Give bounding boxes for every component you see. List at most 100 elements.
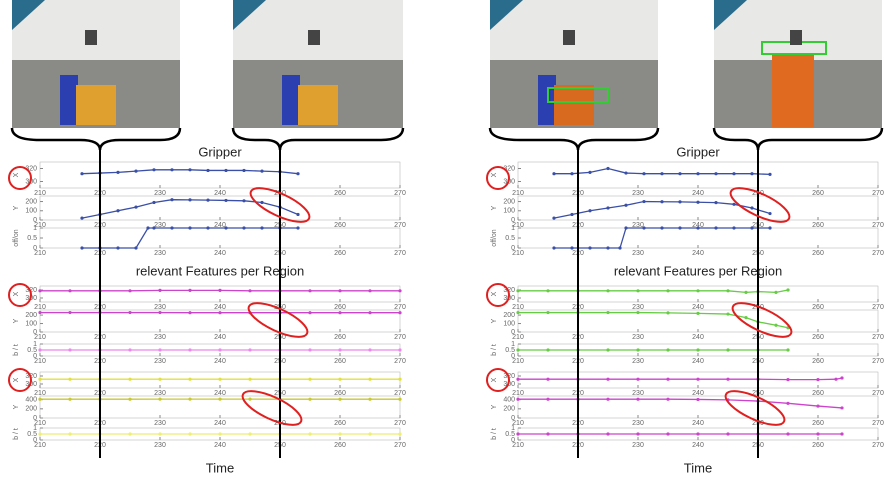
data-point	[696, 378, 699, 381]
data-point	[158, 348, 161, 351]
data-point	[678, 172, 681, 175]
data-point	[188, 432, 191, 435]
data-point	[666, 348, 669, 351]
y-tick-label: 1	[511, 225, 515, 232]
data-point	[206, 199, 209, 202]
data-point	[338, 378, 341, 381]
data-point	[248, 398, 251, 401]
data-point	[338, 398, 341, 401]
data-point	[188, 398, 191, 401]
x-tick-label: 210	[34, 250, 46, 257]
photo	[714, 0, 882, 128]
x-tick-label: 260	[334, 442, 346, 449]
data-point	[398, 348, 401, 351]
data-point	[636, 348, 639, 351]
x-tick-label: 270	[394, 358, 406, 365]
data-point	[128, 378, 131, 381]
data-point	[338, 311, 341, 314]
data-point	[840, 432, 843, 435]
data-point	[80, 172, 83, 175]
y-axis-label: X	[491, 377, 498, 382]
x-tick-label: 240	[692, 420, 704, 427]
data-point	[128, 311, 131, 314]
y-axis-label: Y	[491, 404, 498, 409]
y-axis-label: Y	[13, 404, 20, 409]
gripper-title: Gripper	[198, 144, 242, 159]
x-tick-label: 270	[872, 334, 884, 341]
data-point	[642, 226, 645, 229]
x-tick-label: 270	[394, 334, 406, 341]
data-point	[732, 172, 735, 175]
y-tick-label: 0.5	[27, 347, 37, 354]
data-point	[68, 378, 71, 381]
subplot: 00.51210220230240250260270b / t	[13, 425, 406, 449]
y-axis-label: Y	[13, 205, 20, 210]
x-tick-label: 260	[812, 442, 824, 449]
data-point	[218, 348, 221, 351]
photos	[12, 0, 882, 128]
x-tick-label: 210	[34, 334, 46, 341]
y-tick-label: 200	[25, 406, 37, 413]
subplot: 300320210220230240250260270X	[13, 372, 406, 397]
data-point	[606, 378, 609, 381]
data-point	[158, 311, 161, 314]
data-point	[68, 398, 71, 401]
data-point	[260, 201, 263, 204]
data-point	[224, 199, 227, 202]
data-point	[768, 212, 771, 215]
x-tick-label: 240	[692, 358, 704, 365]
data-point	[398, 311, 401, 314]
y-tick-label: 200	[25, 312, 37, 319]
data-point	[296, 226, 299, 229]
data-point	[188, 378, 191, 381]
subplot: 0200400210220230240250260270Y	[13, 396, 406, 427]
data-point	[606, 432, 609, 435]
data-point	[188, 198, 191, 201]
subplot: 300320210220230240250260270X	[13, 162, 406, 197]
data-point	[546, 311, 549, 314]
data-point	[152, 168, 155, 171]
x-tick-label: 230	[632, 334, 644, 341]
data-point	[744, 316, 747, 319]
data-point	[368, 311, 371, 314]
data-point	[666, 378, 669, 381]
data-point	[732, 203, 735, 206]
data-point	[786, 348, 789, 351]
data-point	[368, 432, 371, 435]
data-point	[38, 378, 41, 381]
data-point	[744, 291, 747, 294]
plot-frame	[518, 196, 878, 220]
data-point	[516, 348, 519, 351]
data-point	[188, 289, 191, 292]
data-point	[618, 246, 621, 249]
x-tick-label: 270	[394, 442, 406, 449]
data-point	[774, 291, 777, 294]
data-point	[516, 432, 519, 435]
data-point	[218, 398, 221, 401]
data-point	[308, 432, 311, 435]
data-point	[338, 432, 341, 435]
x-tick-label: 270	[394, 250, 406, 257]
data-point	[606, 398, 609, 401]
data-point	[732, 226, 735, 229]
data-point	[816, 378, 819, 381]
y-tick-label: 0.5	[505, 431, 515, 438]
data-point	[68, 348, 71, 351]
data-point	[38, 348, 41, 351]
y-axis-label: b / t	[13, 428, 20, 440]
x-tick-label: 210	[512, 250, 524, 257]
data-point	[248, 432, 251, 435]
y-tick-label: 200	[503, 406, 515, 413]
data-point	[152, 201, 155, 204]
data-point	[308, 398, 311, 401]
data-point	[588, 246, 591, 249]
y-tick-label: 1	[33, 425, 37, 432]
data-point	[128, 432, 131, 435]
series-line	[554, 228, 770, 248]
data-point	[606, 167, 609, 170]
data-point	[116, 171, 119, 174]
data-point	[624, 204, 627, 207]
x-tick-label: 270	[872, 250, 884, 257]
data-point	[696, 348, 699, 351]
y-tick-label: 1	[33, 341, 37, 348]
